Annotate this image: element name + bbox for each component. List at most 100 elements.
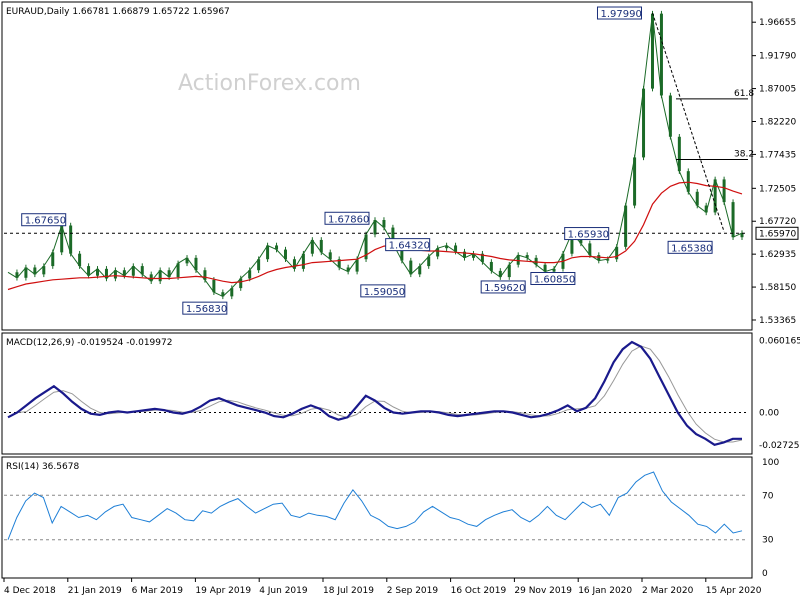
price-candle-body: [454, 245, 458, 252]
price-candle-body: [33, 267, 37, 275]
peak-trendline: [652, 12, 725, 232]
rsi-y-tick-label: 30: [762, 536, 774, 546]
price-candle-body: [42, 266, 46, 275]
rsi-line: [7, 471, 743, 540]
price-candle-body: [319, 239, 323, 253]
price-candle-body: [409, 260, 413, 275]
macd-panel: [1, 332, 753, 455]
watermark: ActionForex.com: [178, 71, 361, 96]
price-candle-body: [597, 255, 601, 261]
fib-level-label: 38.2: [734, 149, 754, 159]
price-candle-body: [60, 225, 64, 253]
price-candle-body: [69, 225, 73, 254]
price-y-tick-label: 1.67720: [759, 217, 796, 227]
price-candle-body: [355, 259, 359, 272]
current-price-box: [755, 226, 799, 240]
price-candle-body: [158, 270, 162, 282]
price-candle-body: [677, 136, 681, 172]
price-candle-body: [570, 233, 574, 254]
price-candle-body: [292, 259, 296, 269]
price-annotation-box: [182, 301, 228, 315]
macd-line: [7, 340, 742, 446]
current-price-label: 1.65970: [759, 229, 796, 239]
macd-y-tick-label: 0.060165: [759, 337, 800, 347]
price-candle-body: [96, 268, 100, 276]
price-candle-body: [624, 205, 628, 247]
price-candle-body: [140, 266, 144, 275]
price-candle-body: [382, 220, 386, 228]
x-tick-label: 2 Sep 2019: [387, 586, 439, 596]
price-candle-body: [686, 171, 690, 192]
x-tick-label: 4 Dec 2018: [4, 586, 56, 596]
price-candle-body: [418, 266, 422, 275]
moving-average-line: [7, 181, 743, 291]
price-candle-body: [185, 257, 189, 264]
price-candle-body: [695, 191, 699, 206]
price-line: [7, 13, 743, 297]
price-candle-body: [471, 253, 475, 258]
price-candle-body: [659, 13, 663, 96]
price-candle-body: [713, 179, 717, 213]
price-candle-body: [606, 259, 610, 261]
x-tick-label: 29 Nov 2019: [514, 586, 572, 596]
price-annotation-box: [596, 6, 642, 20]
x-tick-label: 6 Mar 2019: [132, 586, 184, 596]
x-tick-label: 16 Jan 2020: [578, 586, 632, 596]
price-y-tick-label: 1.72505: [759, 184, 796, 194]
price-y-tick-label: 1.91790: [759, 52, 796, 62]
x-tick-label: 21 Jan 2019: [68, 586, 122, 596]
price-annotation-label: 1.59050: [364, 287, 405, 298]
price-annotation-label: 1.64320: [389, 241, 430, 252]
price-candle-body: [310, 239, 314, 254]
price-candle-body: [275, 245, 279, 250]
price-candle-body: [104, 268, 108, 279]
axis-layer: 1.96655 1.91790 1.87005 1.82220 1.77435 1.725…: [3, 18, 800, 596]
macd-y-tick-label: 0.00: [759, 409, 779, 419]
price-annotation-box: [324, 211, 370, 225]
price-annotation-label: 1.65930: [568, 230, 609, 241]
price-candle-body: [391, 227, 395, 244]
price-candle-body: [328, 252, 332, 260]
price-annotation-label: 1.65380: [671, 243, 712, 254]
price-candle-body: [301, 253, 305, 269]
price-candle-body: [87, 266, 91, 276]
price-candle-body: [176, 263, 180, 278]
rsi-y-tick-label: 0: [762, 569, 768, 579]
price-y-tick-label: 1.82220: [759, 117, 796, 127]
price-annotation-box: [21, 213, 67, 227]
price-annotation-box: [564, 227, 610, 241]
price-y-tick-label: 1.62935: [759, 250, 796, 260]
price-y-tick-label: 1.96655: [759, 18, 796, 28]
price-candle-body: [266, 245, 270, 260]
price-annotation-box: [480, 280, 526, 294]
price-candle-body: [167, 270, 171, 278]
price-candle-body: [480, 253, 484, 262]
price-candle-body: [588, 243, 592, 256]
price-candle-body: [283, 249, 287, 260]
price-y-tick-label: 1.77435: [759, 150, 796, 160]
price-candle-body: [615, 246, 619, 260]
price-candle-body: [740, 233, 744, 238]
price-candle-body: [489, 261, 493, 271]
price-candle-body: [239, 278, 243, 289]
x-tick-label: 16 Oct 2019: [451, 586, 507, 596]
price-annotation-label: 1.97990: [600, 9, 641, 20]
price-y-tick-label: 1.53365: [759, 316, 796, 326]
price-candle-body: [498, 270, 502, 278]
price-panel-header: EURAUD,Daily 1.66781 1.66879 1.65722 1.6…: [6, 7, 230, 17]
price-annotation-box: [530, 271, 576, 285]
price-candle-body: [346, 267, 350, 272]
price-annotation-label: 1.67860: [328, 214, 369, 225]
price-candle-body: [516, 255, 520, 265]
price-candle-body: [400, 243, 404, 261]
price-annotation-box: [360, 284, 406, 298]
annotation-layer: 1.97990 1.67650 1.67860 1.64320 1.65930 1.653…: [21, 6, 713, 315]
price-candle-body: [221, 292, 225, 297]
price-annotation-label: 1.59620: [484, 283, 525, 294]
price-candle-body: [507, 264, 511, 278]
rsi-y-tick-label: 100: [762, 458, 779, 468]
price-candle-body: [78, 253, 82, 267]
price-candle-body: [113, 270, 117, 279]
price-annotation-label: 1.67650: [25, 216, 66, 227]
